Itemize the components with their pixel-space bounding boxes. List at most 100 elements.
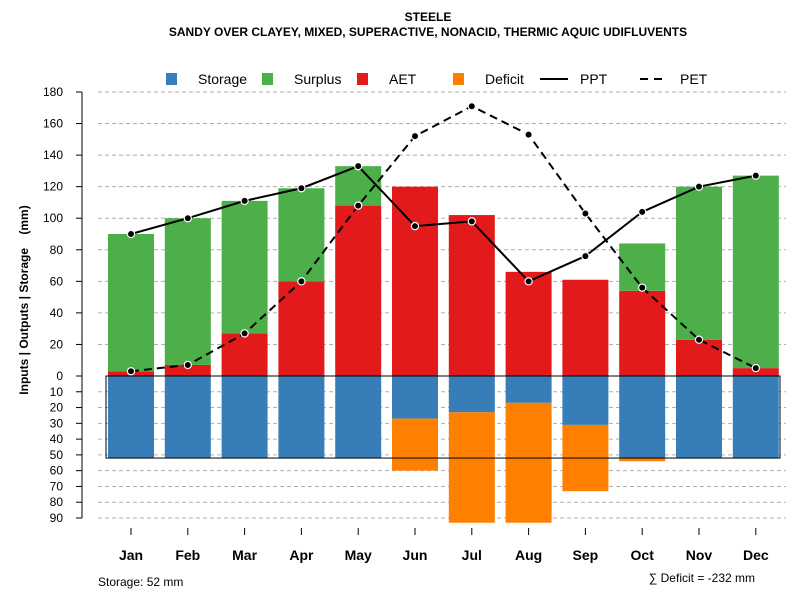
legend-pet-label: PET xyxy=(680,71,708,87)
aet-bar xyxy=(676,339,722,376)
ppt-point xyxy=(694,182,704,191)
surplus-bar xyxy=(164,218,211,365)
storage-bar xyxy=(108,376,154,459)
y-tick-label: 10 xyxy=(50,385,64,399)
ppt-line xyxy=(130,164,756,283)
aet-bar xyxy=(448,215,495,376)
surplus-bar xyxy=(108,234,154,372)
y-tick-label: 0 xyxy=(56,369,63,383)
surplus-bar xyxy=(221,200,268,334)
pet-point xyxy=(410,131,420,141)
aet-bar xyxy=(562,279,609,376)
x-tick-label-jan: Jan xyxy=(119,547,143,563)
deficit-footer: ∑ Deficit = -232 mm xyxy=(649,571,755,585)
pet-point xyxy=(638,283,647,292)
x-tick-label-oct: Oct xyxy=(631,547,655,563)
aet-bar xyxy=(164,364,211,376)
chart-title: STEELE xyxy=(405,10,452,24)
deficit-bar xyxy=(448,412,495,523)
aet-bar xyxy=(221,333,268,376)
ppt-point xyxy=(467,217,476,226)
ppt-point xyxy=(183,214,192,223)
aet-bar xyxy=(335,205,382,376)
grid-lines xyxy=(98,91,786,519)
legend-surplus-label: Surplus xyxy=(294,71,341,87)
storage-bar xyxy=(221,376,268,459)
pet-point xyxy=(694,335,704,344)
pet-line xyxy=(130,105,757,373)
legend-deficit-label: Deficit xyxy=(485,71,524,87)
x-tick-label-dec: Dec xyxy=(743,547,769,563)
y-tick-label: 40 xyxy=(50,432,64,446)
surplus-bar xyxy=(676,186,722,340)
legend: Storage Surplus AET Deficit PPT PET xyxy=(166,71,708,87)
legend-aet-label: AET xyxy=(389,71,417,87)
storage-bar xyxy=(562,376,609,425)
pet-point xyxy=(126,367,136,376)
storage-bar xyxy=(676,376,722,459)
storage-capacity-box xyxy=(105,375,781,459)
ppt-point xyxy=(297,184,306,193)
deficit-bar xyxy=(392,418,438,471)
y-tick-label: 60 xyxy=(50,464,64,478)
x-tick-label-feb: Feb xyxy=(175,547,200,563)
x-tick-label-jun: Jun xyxy=(403,547,428,563)
ppt-point xyxy=(354,161,363,171)
pet-point xyxy=(240,329,249,338)
ppt-point xyxy=(126,229,136,239)
storage-bar xyxy=(505,376,552,403)
storage-footer: Storage: 52 mm xyxy=(98,575,183,589)
x-tick-label-nov: Nov xyxy=(686,547,713,563)
pet-point xyxy=(751,363,761,373)
ppt-point xyxy=(410,221,420,231)
chart-subtitle: SANDY OVER CLAYEY, MIXED, SUPERACTIVE, N… xyxy=(169,25,687,39)
pet-point xyxy=(354,201,363,210)
y-tick-label: 80 xyxy=(50,243,64,257)
y-tick-label: 140 xyxy=(43,148,63,162)
x-tick-label-apr: Apr xyxy=(289,547,314,563)
aet-bar xyxy=(392,186,438,376)
x-tick-label-may: May xyxy=(345,547,372,563)
storage-bar xyxy=(335,376,382,459)
aet-bar xyxy=(278,281,325,376)
ppt-point xyxy=(638,207,647,217)
y-tick-label: 90 xyxy=(50,511,64,525)
storage-bar xyxy=(732,376,779,459)
y-tick-label: 70 xyxy=(50,479,64,493)
storage-bar xyxy=(619,376,666,459)
x-tick-label-aug: Aug xyxy=(515,547,542,563)
aet-bar xyxy=(505,271,552,376)
y-tick-label: 50 xyxy=(50,448,64,462)
storage-capacity-outline xyxy=(105,375,781,459)
axes: 0204060801001201401601801020304050607080… xyxy=(43,85,769,563)
ppt-point xyxy=(751,171,761,180)
y-axis-label: Inputs | Outputs | Storage (mm) xyxy=(17,205,31,394)
x-tick-label-jul: Jul xyxy=(462,547,482,563)
legend-aet-swatch xyxy=(357,73,368,85)
x-tick-label-sep: Sep xyxy=(573,547,599,563)
surplus-bar xyxy=(278,188,325,282)
pet-point xyxy=(524,130,533,139)
y-tick-label: 30 xyxy=(50,416,64,430)
legend-surplus-swatch xyxy=(262,73,273,85)
y-tick-label: 160 xyxy=(43,117,63,131)
ppt-point xyxy=(240,196,249,206)
y-tick-label: 20 xyxy=(50,401,64,415)
x-tick-label-mar: Mar xyxy=(232,547,257,563)
y-tick-label: 40 xyxy=(50,306,64,320)
y-tick-label: 20 xyxy=(50,337,64,351)
ppt-point xyxy=(581,251,590,261)
legend-storage-swatch xyxy=(166,73,177,85)
surplus-bar xyxy=(732,175,779,369)
storage-bar xyxy=(448,376,495,413)
bars xyxy=(108,166,779,523)
storage-bar xyxy=(164,376,211,459)
legend-deficit-swatch xyxy=(453,73,464,85)
deficit-bar xyxy=(619,458,666,462)
y-tick-label: 100 xyxy=(43,211,63,225)
pet-point xyxy=(467,101,476,111)
y-tick-label: 180 xyxy=(43,85,63,99)
series-lines xyxy=(126,101,761,376)
legend-storage-label: Storage xyxy=(198,71,247,87)
